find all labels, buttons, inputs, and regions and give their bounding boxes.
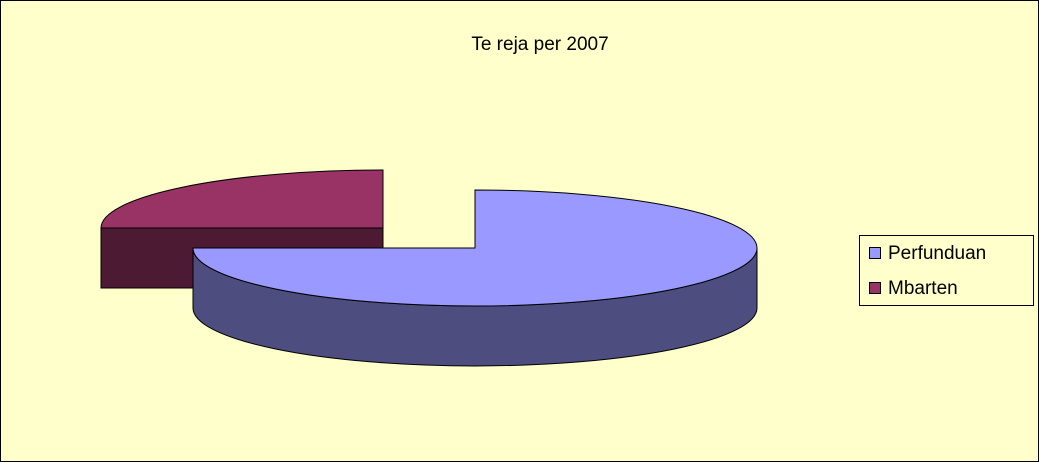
legend-swatch bbox=[869, 247, 881, 259]
chart-title: Te reja per 2007 bbox=[471, 34, 608, 55]
slice-top bbox=[192, 189, 758, 307]
slice-top bbox=[100, 169, 384, 229]
legend-label: Perfunduan bbox=[888, 243, 986, 264]
legend-label: Mbarten bbox=[888, 278, 958, 299]
legend bbox=[859, 235, 1034, 306]
pie-slice bbox=[192, 189, 758, 367]
legend-swatch bbox=[869, 282, 881, 294]
